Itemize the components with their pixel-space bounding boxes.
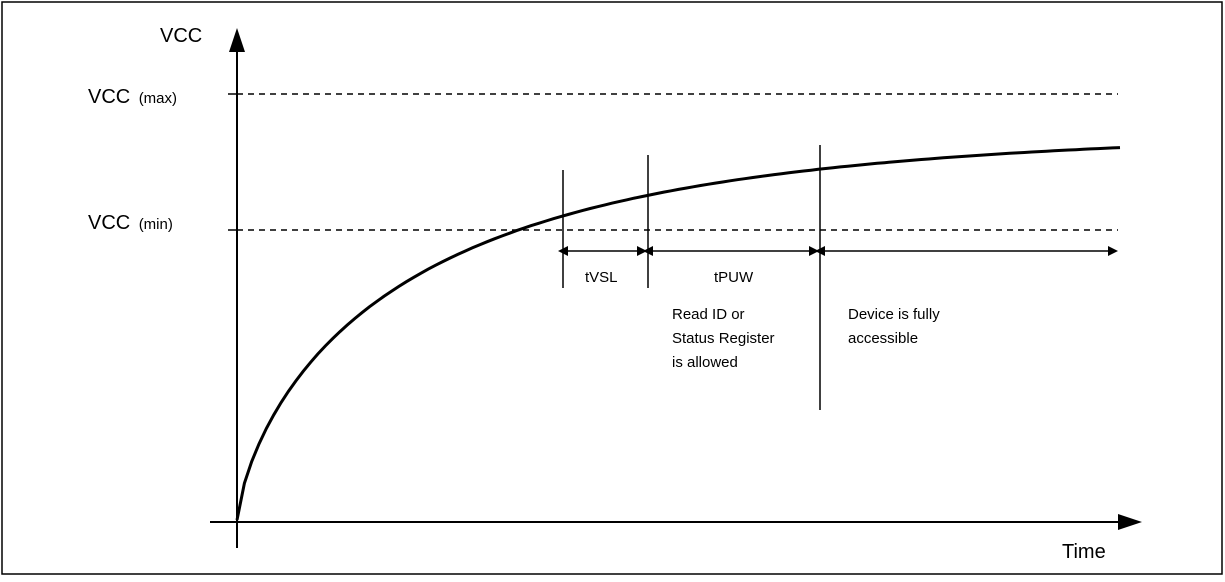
vcc-max-main: VCC xyxy=(88,86,130,108)
vcc-max-sub: (max) xyxy=(139,90,177,107)
read-status-note-line-2: Status Register xyxy=(672,330,775,347)
vcc-min-sub: (min) xyxy=(139,216,173,233)
tvsl-label: tVSL xyxy=(585,269,618,286)
vcc-rise-curve xyxy=(235,146,1121,521)
tpuw-label: tPUW xyxy=(714,269,754,286)
fully-accessible-note-line-1: Device is fully xyxy=(848,306,940,323)
read-status-note-line-1: Read ID or xyxy=(672,306,745,323)
vcc-min-main: VCC xyxy=(88,212,130,234)
read-status-note-line-3: is allowed xyxy=(672,354,738,371)
x-axis-arrow xyxy=(1118,514,1142,530)
y-axis-arrow xyxy=(229,28,245,52)
vcc-max-label: VCC (max) xyxy=(88,86,177,108)
y-axis-label: VCC xyxy=(160,25,202,47)
fully-accessible-note-line-2: accessible xyxy=(848,330,918,347)
x-axis-label: Time xyxy=(1062,541,1106,563)
vcc-min-label: VCC (min) xyxy=(88,212,173,234)
